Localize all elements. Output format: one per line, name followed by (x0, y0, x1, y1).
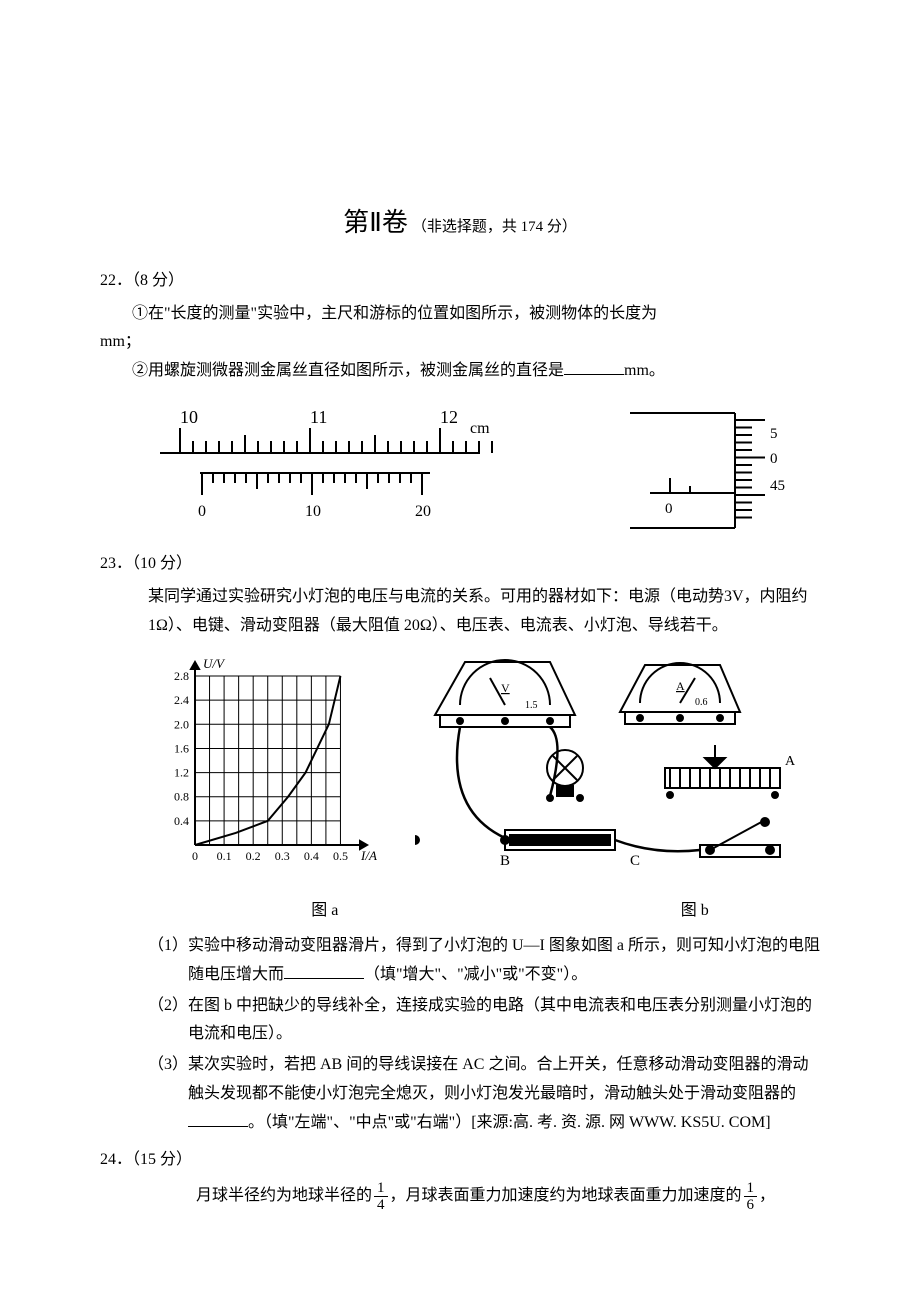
q24-end: ， (759, 1187, 775, 1204)
vernier-main-10: 10 (180, 407, 198, 427)
q22-line1: ①在"长度的测量"实验中，主尺和游标的位置如图所示，被测物体的长度为 (100, 300, 820, 329)
question-24: 24．（15 分） 月球半径约为地球半径的14，月球表面重力加速度约为地球表面重… (100, 1146, 820, 1214)
svg-text:U/V: U/V (203, 656, 226, 671)
q24-header: 24．（15 分） (100, 1146, 820, 1175)
q23-sub3-txt: 某次实验时，若把 AB 间的导线误接在 AC 之间。合上开关，任意移动滑动变阻器… (188, 1051, 820, 1137)
svg-text:C: C (630, 853, 640, 869)
q23-sub2-num: （2） (148, 992, 188, 1050)
chart-a-svg: 2.8 2.4 2.0 1.6 1.2 0.8 0.4 0 0.1 0.2 0.3 0.4 0.5 U/V… (155, 650, 385, 880)
q23-sub1-blank (284, 963, 364, 979)
q23-header: 23．（10 分） (100, 550, 820, 579)
q22-line2-unit: mm。 (624, 362, 665, 379)
vernier-caliper-svg: 10 11 12 cm 0 10 20 (140, 398, 500, 528)
q23-sub3-blank (188, 1111, 248, 1127)
circuit-b-container: V 1.5 A 0.6 (415, 650, 805, 891)
q22-blank (564, 359, 624, 375)
caption-a: 图 a (311, 897, 338, 926)
q24-pre: 月球半径约为地球半径的 (196, 1187, 372, 1204)
micrometer-sleeve-0: 0 (665, 501, 673, 517)
vernier-0: 0 (198, 503, 206, 520)
q23-sub1: （1） 实验中移动滑动变阻器滑片，得到了小灯泡的 U—I 图象如图 a 所示，则… (148, 932, 820, 990)
micrometer-45: 45 (770, 478, 785, 494)
svg-text:0.4: 0.4 (174, 814, 189, 828)
svg-text:0.4: 0.4 (304, 849, 319, 863)
micrometer-0: 0 (770, 451, 778, 467)
svg-text:I/A: I/A (360, 848, 377, 863)
svg-text:0.1: 0.1 (217, 849, 232, 863)
svg-text:A: A (785, 754, 796, 769)
q23-figures: 2.8 2.4 2.0 1.6 1.2 0.8 0.4 0 0.1 0.2 0.3 0.4 0.5 U/V… (140, 650, 820, 891)
svg-text:0.3: 0.3 (275, 849, 290, 863)
q23-sub3: （3） 某次实验时，若把 AB 间的导线误接在 AC 之间。合上开关，任意移动滑… (148, 1051, 820, 1137)
section-title-sub: （非选择题，共 174 分） (412, 219, 577, 235)
q23-sub1-num: （1） (148, 932, 188, 990)
micrometer-svg: 0 5 0 45 (620, 398, 820, 538)
q23-sub1-txt: 实验中移动滑动变阻器滑片，得到了小灯泡的 U—I 图象如图 a 所示，则可知小灯… (188, 932, 820, 990)
circuit-b-svg: V 1.5 A 0.6 (415, 650, 805, 880)
q23-intro: 某同学通过实验研究小灯泡的电压与电流的关系。可用的器材如下：电源（电动势3V，内… (148, 583, 820, 641)
section-title-main: 第Ⅱ卷 (343, 208, 408, 237)
svg-text:A: A (676, 679, 685, 693)
svg-text:1.6: 1.6 (174, 742, 189, 756)
svg-text:2.0: 2.0 (174, 718, 189, 732)
question-23: 23．（10 分） 某同学通过实验研究小灯泡的电压与电流的关系。可用的器材如下：… (100, 550, 820, 1138)
svg-text:0.5: 0.5 (333, 849, 348, 863)
q22-line1-text: ①在"长度的测量"实验中，主尺和游标的位置如图所示，被测物体的长度为 (132, 305, 657, 322)
frac-1-4: 14 (374, 1180, 388, 1214)
vernier-main-11: 11 (310, 407, 327, 427)
vernier-10: 10 (305, 503, 321, 520)
q22-header: 22．（8 分） (100, 267, 820, 296)
svg-text:2.8: 2.8 (174, 669, 189, 683)
q23-sub2: （2） 在图 b 中把缺少的导线补全，连接成实验的电路（其中电流表和电压表分别测… (148, 992, 820, 1050)
q22-line2: ②用螺旋测微器测金属丝直径如图所示，被测金属丝的直径是 mm。 (100, 357, 820, 386)
svg-text:0.2: 0.2 (246, 849, 261, 863)
vernier-unit: cm (470, 420, 490, 437)
q24-line: 月球半径约为地球半径的14，月球表面重力加速度约为地球表面重力加速度的16， (100, 1178, 820, 1213)
svg-text:B: B (500, 853, 510, 869)
q22-figures: 10 11 12 cm 0 10 20 0 (140, 398, 820, 538)
svg-text:V: V (501, 681, 510, 695)
chart-a-container: 2.8 2.4 2.0 1.6 1.2 0.8 0.4 0 0.1 0.2 0.3 0.4 0.5 U/V… (155, 650, 385, 891)
svg-text:2.4: 2.4 (174, 694, 189, 708)
q22-line2-text: ②用螺旋测微器测金属丝直径如图所示，被测金属丝的直径是 (132, 362, 564, 379)
micrometer-5: 5 (770, 426, 778, 442)
q24-mid: ，月球表面重力加速度约为地球表面重力加速度的 (390, 1187, 742, 1204)
caption-b: 图 b (681, 897, 709, 926)
question-22: 22．（8 分） ①在"长度的测量"实验中，主尺和游标的位置如图所示，被测物体的… (100, 267, 820, 538)
q22-line1-unit: mm； (100, 328, 820, 357)
vernier-main-12: 12 (440, 407, 458, 427)
svg-text:1.2: 1.2 (174, 766, 189, 780)
svg-text:0.8: 0.8 (174, 790, 189, 804)
frac-1-6: 16 (744, 1180, 758, 1214)
svg-text:1.5: 1.5 (525, 700, 538, 711)
section-title: 第Ⅱ卷 （非选择题，共 174 分） (100, 200, 820, 247)
svg-text:0.6: 0.6 (695, 697, 708, 708)
vernier-20: 20 (415, 503, 431, 520)
svg-text:0: 0 (192, 849, 198, 863)
q23-sub3-num: （3） (148, 1051, 188, 1137)
q23-sub2-txt: 在图 b 中把缺少的导线补全，连接成实验的电路（其中电流表和电压表分别测量小灯泡… (188, 992, 820, 1050)
